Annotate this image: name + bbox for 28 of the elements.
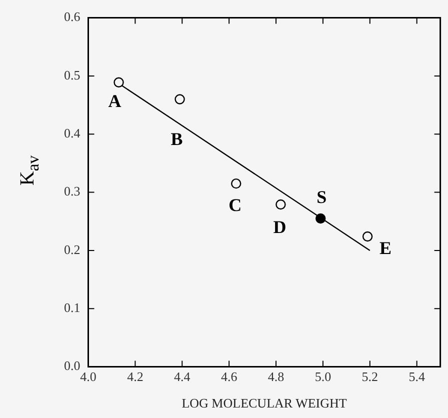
y-tick-label: 0.4 (64, 126, 81, 141)
x-axis-title: LOG MOLECULAR WEIGHT (182, 396, 347, 411)
point (114, 77, 124, 88)
y-tick-label: 0.0 (64, 358, 80, 374)
x-tick-label: 5.4 (408, 369, 426, 384)
point (231, 178, 242, 189)
x-tick-label: 4.6 (220, 369, 238, 384)
annotation: A (108, 91, 122, 112)
x-tick-label: 4.2 (127, 369, 144, 384)
y-tick-label: 0.1 (64, 300, 80, 316)
point (362, 231, 373, 242)
x-tick-label: 4.4 (174, 369, 191, 384)
point (174, 94, 185, 104)
x-tick-label: 5.2 (362, 369, 378, 384)
annotation: D (273, 217, 286, 238)
x-tick-label: 4.0 (80, 369, 96, 384)
annotation: E (380, 238, 392, 258)
annotation: B (170, 128, 183, 149)
y-tick-label: 0.2 (64, 242, 80, 257)
y-tick-label: 0.3 (64, 184, 80, 199)
y-tick-label: 0.6 (64, 9, 81, 24)
x-tick-label: 4.8 (268, 369, 284, 384)
x-tick-label: 5.0 (314, 369, 332, 384)
annotation: C (228, 195, 242, 216)
y-tick-label: 0.5 (64, 67, 80, 82)
annotation: S (316, 187, 327, 208)
point (316, 213, 326, 224)
point (276, 199, 286, 210)
